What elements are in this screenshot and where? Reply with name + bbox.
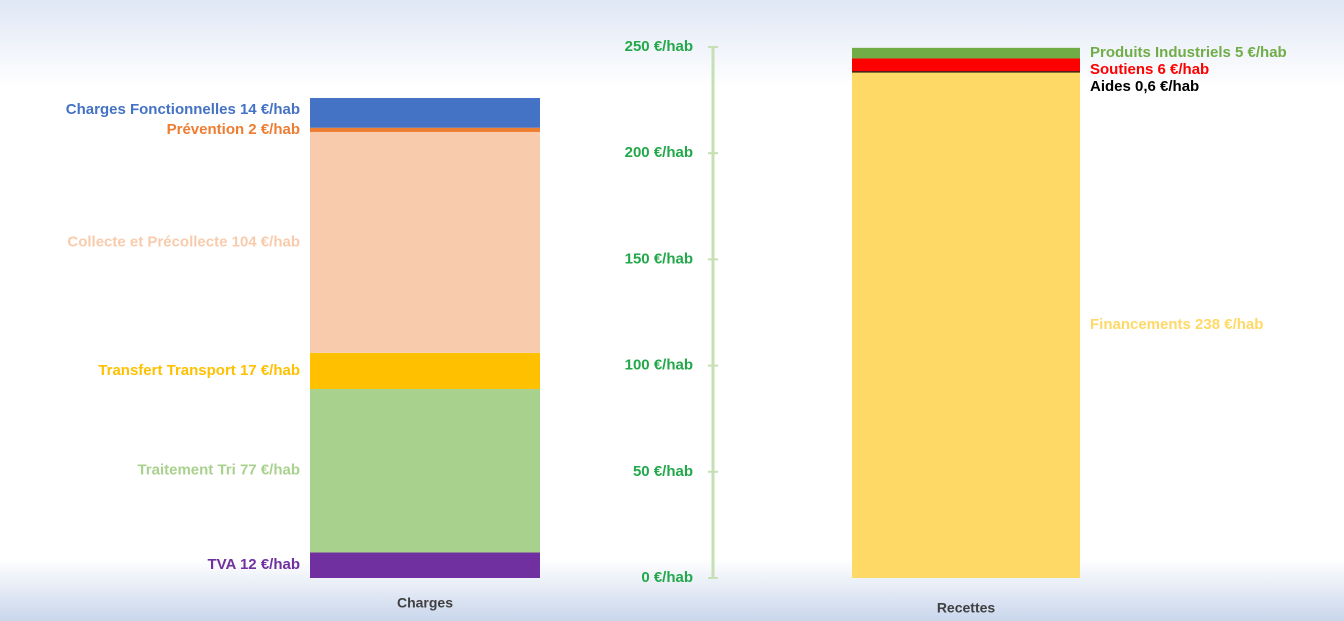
- bar-segment: [310, 388, 540, 553]
- data-label: Prévention 2 €/hab: [167, 121, 300, 138]
- data-label: TVA 12 €/hab: [207, 556, 300, 573]
- bar-segment: [310, 352, 540, 389]
- y-tick-label: 0 €/hab: [641, 569, 693, 586]
- bar-segment: [310, 127, 540, 132]
- bar-segment: [852, 72, 1080, 578]
- data-label: Aides 0,6 €/hab: [1090, 78, 1199, 95]
- bar-segment: [310, 552, 540, 578]
- y-tick-label: 100 €/hab: [625, 357, 693, 374]
- data-label: Collecte et Précollecte 104 €/hab: [67, 233, 300, 250]
- data-label: Transfert Transport 17 €/hab: [98, 362, 300, 379]
- data-label: Traitement Tri 77 €/hab: [137, 462, 300, 479]
- data-label: Produits Industriels 5 €/hab: [1090, 44, 1287, 61]
- y-tick-label: 50 €/hab: [633, 463, 693, 480]
- data-label: Soutiens 6 €/hab: [1090, 61, 1209, 78]
- y-tick-label: 200 €/hab: [625, 144, 693, 161]
- data-label: Financements 238 €/hab: [1090, 316, 1263, 333]
- x-tick-label: Recettes: [937, 600, 996, 616]
- y-tick-label: 250 €/hab: [625, 38, 693, 55]
- x-tick-label: Charges: [397, 595, 453, 611]
- bar-segment: [310, 131, 540, 353]
- bar-segment: [852, 58, 1080, 72]
- bar-segment: [310, 97, 540, 128]
- bar-segment: [852, 71, 1080, 73]
- y-tick-label: 150 €/hab: [625, 250, 693, 267]
- bar-segment: [852, 47, 1080, 59]
- data-label: Charges Fonctionnelles 14 €/hab: [66, 101, 300, 118]
